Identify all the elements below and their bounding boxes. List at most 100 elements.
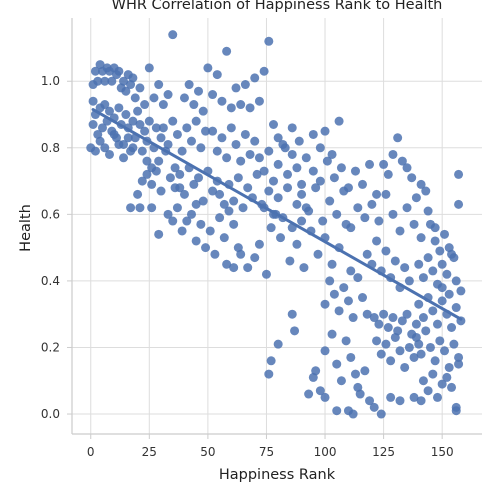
scatter-point — [423, 206, 433, 216]
scatter-point — [442, 269, 452, 279]
scatter-point — [454, 359, 464, 369]
scatter-point — [165, 173, 175, 183]
scatter-point — [297, 216, 307, 226]
scatter-point — [308, 129, 318, 139]
scatter-point — [287, 123, 297, 133]
scatter-point — [245, 103, 255, 113]
y-tick-label: 0.6 — [41, 207, 60, 221]
scatter-point — [144, 116, 154, 126]
scatter-point — [219, 233, 229, 243]
scatter-point — [365, 396, 375, 406]
scatter-point — [264, 186, 274, 196]
scatter-point — [109, 129, 119, 139]
scatter-point — [332, 209, 342, 219]
scatter-point — [369, 313, 379, 323]
scatter-point — [423, 386, 433, 396]
scatter-point — [259, 166, 269, 176]
scatter-point — [313, 249, 323, 259]
scatter-point — [376, 349, 386, 359]
scatter-point — [442, 372, 452, 382]
scatter-point — [189, 100, 199, 110]
scatter-point — [362, 249, 372, 259]
scatter-point — [245, 149, 255, 159]
scatter-point — [88, 96, 98, 106]
scatter-point — [154, 229, 164, 239]
scatter-point — [428, 369, 438, 379]
scatter-point — [114, 66, 124, 76]
scatter-point — [348, 409, 358, 419]
scatter-point — [346, 266, 356, 276]
scatter-point — [292, 199, 302, 209]
regression-line — [91, 108, 463, 321]
scatter-point — [400, 263, 410, 273]
scatter-point — [374, 319, 384, 329]
scatter-point — [104, 106, 114, 116]
scatter-point — [423, 253, 433, 263]
scatter-point — [100, 100, 110, 110]
scatter-point — [285, 256, 295, 266]
scatter-point — [379, 309, 389, 319]
scatter-point — [388, 209, 398, 219]
scatter-point — [114, 103, 124, 113]
scatter-point — [231, 139, 241, 149]
scatter-point — [383, 169, 393, 179]
scatter-point — [390, 332, 400, 342]
scatter-point — [133, 106, 143, 116]
scatter-point — [440, 346, 450, 356]
scatter-point — [395, 396, 405, 406]
scatter-point — [264, 369, 274, 379]
scatter-point — [315, 143, 325, 153]
scatter-point — [311, 183, 321, 193]
scatter-point — [409, 392, 419, 402]
scatter-point — [254, 153, 264, 163]
scatter-point — [100, 76, 110, 86]
scatter-point — [222, 153, 232, 163]
regression-line-group — [91, 108, 463, 321]
scatter-point — [287, 149, 297, 159]
scatter-point — [437, 259, 447, 269]
scatter-point — [320, 299, 330, 309]
scatter-point — [362, 309, 372, 319]
scatter-point — [346, 223, 356, 233]
x-tick-label: 50 — [200, 445, 215, 459]
scatter-point — [280, 143, 290, 153]
scatter-point — [243, 183, 253, 193]
scatter-point — [254, 96, 264, 106]
scatter-point — [252, 169, 262, 179]
scatter-point — [210, 249, 220, 259]
scatter-point — [147, 179, 157, 189]
scatter-point — [308, 166, 318, 176]
scatter-point — [411, 319, 421, 329]
scatter-point — [236, 156, 246, 166]
scatter-point — [416, 396, 426, 406]
scatter-point — [374, 216, 384, 226]
scatter-point — [158, 100, 168, 110]
scatter-point — [381, 339, 391, 349]
scatter-point — [425, 342, 435, 352]
scatter-point — [430, 356, 440, 366]
scatter-point — [397, 156, 407, 166]
scatter-point — [297, 189, 307, 199]
scatter-point — [217, 133, 227, 143]
scatter-point — [135, 83, 145, 93]
scatter-point — [283, 183, 293, 193]
scatter-point — [250, 136, 260, 146]
scatter-point — [90, 146, 100, 156]
scatter-point — [119, 153, 129, 163]
y-tick-label: 0.8 — [41, 141, 60, 155]
scatter-point — [179, 189, 189, 199]
scatter-point — [250, 73, 260, 83]
scatter-point — [222, 46, 232, 56]
scatter-point — [196, 143, 206, 153]
scatter-point — [126, 203, 136, 213]
scatter-point — [311, 366, 321, 376]
scatter-point — [430, 236, 440, 246]
scatter-point — [343, 183, 353, 193]
scatter-point — [402, 203, 412, 213]
scatter-point — [123, 133, 133, 143]
scatter-point — [416, 349, 426, 359]
scatter-point — [144, 63, 154, 73]
scatter-point — [147, 203, 157, 213]
scatter-point — [325, 276, 335, 286]
scatter-point — [444, 362, 454, 372]
